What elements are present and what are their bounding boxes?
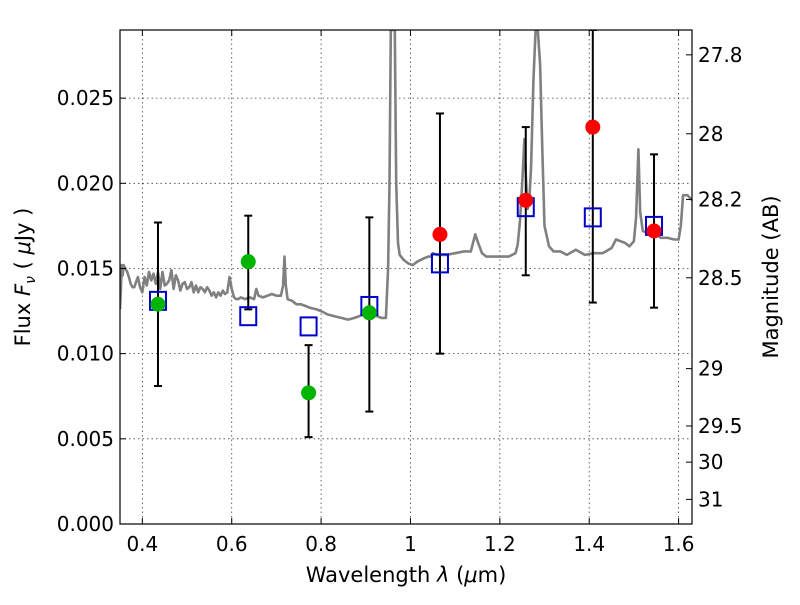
y2-axis-label: Magnitude (AB)	[759, 195, 783, 358]
y2-tick-label: 28	[698, 122, 723, 146]
x-tick-label: 1.4	[573, 532, 605, 556]
y2-tick-label: 29.5	[698, 414, 743, 438]
x-tick-label: 1	[404, 532, 417, 556]
grid-lines	[120, 30, 692, 525]
y2-tick-label: 28.2	[698, 187, 743, 211]
y-axis-label: Flux Fν ( μJy )	[11, 208, 39, 347]
x-axis-label: Wavelength λ (μm)	[306, 563, 507, 587]
errorbar	[588, 30, 597, 304]
y2-tick-label: 28.5	[698, 266, 743, 290]
red-data-point	[646, 223, 662, 239]
model-square-point	[239, 306, 258, 327]
green-data-point	[361, 305, 377, 321]
x-tick-label: 1.6	[663, 532, 695, 556]
plot-frame	[119, 29, 693, 525]
red-data-point	[432, 226, 448, 242]
y-tick-label: 0.015	[57, 256, 114, 280]
y-tick-label: 0.010	[57, 342, 114, 366]
y-tick-label: 0.020	[57, 171, 114, 195]
y2-tick-label: 31	[698, 487, 723, 511]
plot-area	[120, 30, 692, 439]
green-data-point	[150, 296, 166, 312]
y2-tick-label: 30	[698, 450, 723, 474]
y-tick-label: 0.005	[57, 427, 114, 451]
x-tick-label: 1.2	[484, 532, 516, 556]
red-data-point	[585, 119, 601, 135]
axis-ticks: 0.4 0.6 0.8 1 1.2 1.4 1.6 0.000 0.005 0.010 0.015 0…	[57, 30, 743, 556]
green-data-point	[301, 385, 317, 401]
x-tick-label: 0.6	[216, 532, 248, 556]
y-tick-label: 0.000	[57, 512, 114, 536]
model-square-point	[299, 316, 318, 337]
spectrum-line	[120, 30, 692, 321]
model-square-point	[583, 207, 602, 228]
green-data-point	[240, 254, 256, 270]
y2-tick-label: 27.8	[698, 43, 743, 67]
model-square-point	[430, 253, 449, 274]
x-tick-label: 0.8	[305, 532, 337, 556]
red-data-point	[518, 192, 534, 208]
y2-tick-label: 29	[698, 357, 723, 381]
y-tick-label: 0.025	[57, 86, 114, 110]
x-tick-label: 0.4	[126, 532, 158, 556]
